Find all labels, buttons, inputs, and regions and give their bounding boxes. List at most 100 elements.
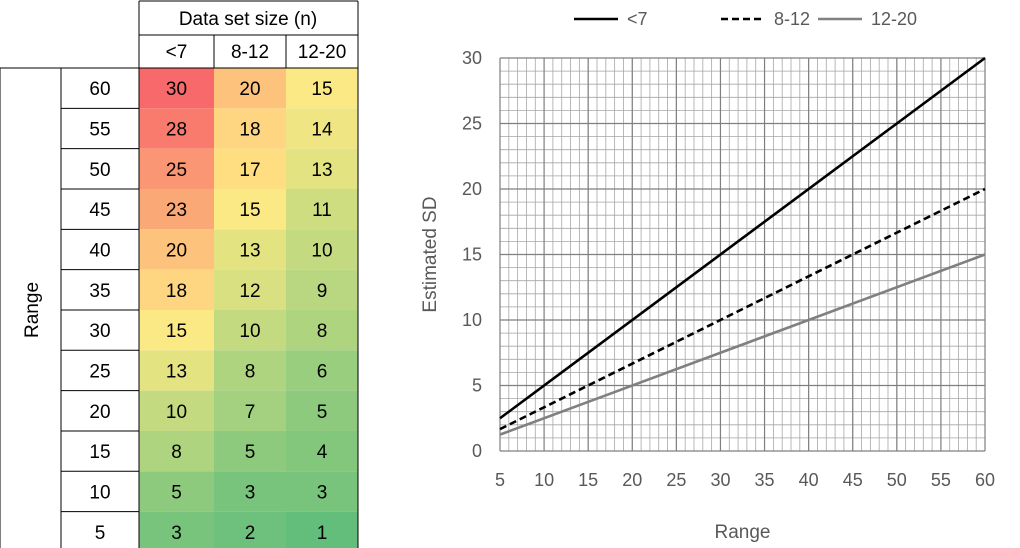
table-cell-value: 18 bbox=[166, 281, 187, 302]
table-cell-value: 11 bbox=[312, 200, 332, 221]
x-tick-label: 50 bbox=[887, 470, 907, 490]
table-row-header: Range bbox=[22, 282, 43, 338]
table-column-header: 8-12 bbox=[231, 42, 269, 63]
table-cell-value: 13 bbox=[311, 160, 332, 181]
table-cell-value: 7 bbox=[245, 402, 256, 423]
table-cell-value: 30 bbox=[166, 79, 187, 100]
table-cell-bg bbox=[286, 269, 358, 310]
table-cell-bg bbox=[139, 511, 214, 548]
table-cell-value: 1 bbox=[317, 523, 328, 544]
x-tick-label: 45 bbox=[843, 470, 863, 490]
table-cell-value: 15 bbox=[311, 79, 332, 100]
y-tick-label: 25 bbox=[462, 114, 482, 134]
sd-line-chart: 5 10 15 20 25 30 35 40 45 50 55 60051015202530Range… bbox=[420, 9, 995, 543]
table-cell-value: 6 bbox=[317, 361, 328, 382]
table-cell-value: 3 bbox=[245, 482, 256, 503]
y-axis-label: Estimated SD bbox=[420, 196, 441, 312]
series-line-0 bbox=[499, 56, 986, 420]
table-cell-bg bbox=[214, 229, 286, 270]
table-cell-value: 10 bbox=[166, 402, 187, 423]
table-range-label: 30 bbox=[89, 321, 110, 342]
table-range-label: 25 bbox=[89, 361, 110, 382]
table-cell-bg bbox=[286, 68, 358, 109]
table-cell-bg bbox=[214, 148, 286, 189]
x-tick-label: 60 bbox=[975, 470, 995, 490]
table-cell-bg bbox=[139, 309, 214, 351]
y-tick-label: 0 bbox=[472, 441, 482, 461]
table-cell-value: 23 bbox=[166, 200, 187, 221]
table-range-label: 40 bbox=[89, 240, 110, 261]
series-line-2 bbox=[499, 253, 986, 436]
table-cell-value: 3 bbox=[171, 523, 182, 544]
x-tick-label: 35 bbox=[755, 470, 775, 490]
table-cell-bg bbox=[286, 188, 358, 230]
table-cell-value: 2 bbox=[245, 523, 256, 544]
table-cell-bg bbox=[214, 511, 286, 548]
table-cell-bg bbox=[214, 471, 286, 512]
table-range-label: 55 bbox=[89, 119, 110, 140]
x-tick-label: 5 bbox=[495, 470, 505, 490]
table-cell-bg bbox=[139, 68, 214, 109]
table-range-label: 45 bbox=[89, 200, 110, 221]
table-header: Data set size (n) bbox=[179, 9, 317, 30]
x-axis-label: Range bbox=[715, 522, 771, 543]
x-tick-label: 20 bbox=[622, 470, 642, 490]
table-cell-bg bbox=[214, 390, 286, 431]
y-tick-label: 30 bbox=[462, 48, 482, 68]
x-tick-label: 25 bbox=[666, 470, 686, 490]
table-cell-value: 8 bbox=[171, 442, 182, 463]
y-tick-label: 10 bbox=[462, 310, 482, 330]
table-cell-bg bbox=[286, 511, 358, 548]
table-range-label: 10 bbox=[89, 482, 110, 503]
series-line-1 bbox=[499, 187, 986, 431]
table-range-label: 50 bbox=[89, 160, 110, 181]
table-cell-bg bbox=[214, 68, 286, 109]
y-tick-label: 20 bbox=[462, 179, 482, 199]
table-cell-value: 13 bbox=[166, 361, 187, 382]
table-cell-bg bbox=[139, 148, 214, 189]
table-cell-value: 3 bbox=[317, 482, 328, 503]
table-cell-value: 15 bbox=[166, 321, 187, 342]
y-tick-label: 5 bbox=[472, 376, 482, 396]
legend-label: <7 bbox=[627, 9, 648, 29]
x-tick-label: 30 bbox=[710, 470, 730, 490]
x-tick-label: 40 bbox=[799, 470, 819, 490]
table-cell-bg bbox=[286, 309, 358, 351]
table-cell-value: 25 bbox=[166, 160, 187, 181]
table-range-label: 60 bbox=[89, 79, 110, 100]
x-tick-label: 15 bbox=[578, 470, 598, 490]
table-cell-bg bbox=[139, 430, 214, 472]
range-sd-table: Data set size (n) <7 8-12 12-20 Range 60 30 20 1… bbox=[0, 0, 359, 548]
table-cell-bg bbox=[286, 108, 358, 149]
table-cell-bg bbox=[286, 229, 358, 270]
table-cell-value: 5 bbox=[317, 402, 328, 423]
table-cell-value: 12 bbox=[239, 281, 260, 302]
table-cell-bg bbox=[139, 269, 214, 310]
table-cell-bg bbox=[286, 148, 358, 189]
table-cell-value: 18 bbox=[239, 119, 260, 140]
legend-label: 8-12 bbox=[774, 9, 810, 29]
table-range-label: 20 bbox=[89, 402, 110, 423]
table-cell-bg bbox=[214, 108, 286, 149]
table-cell-bg bbox=[214, 309, 286, 351]
table-cell-bg bbox=[139, 188, 214, 230]
table-cell-bg bbox=[286, 350, 358, 391]
table-range-label: 35 bbox=[89, 281, 110, 302]
table-cell-value: 17 bbox=[239, 160, 260, 181]
table-column-header: <7 bbox=[166, 42, 188, 63]
table-cell-value: 10 bbox=[239, 321, 260, 342]
table-cell-value: 8 bbox=[317, 321, 328, 342]
table-cell-value: 28 bbox=[166, 119, 187, 140]
table-column-header: 12-20 bbox=[298, 42, 347, 63]
table-cell-value: 10 bbox=[311, 240, 332, 261]
y-tick-label: 15 bbox=[462, 245, 482, 265]
table-cell-value: 14 bbox=[311, 119, 333, 140]
table-cell-value: 9 bbox=[317, 281, 328, 302]
x-tick-label: 55 bbox=[931, 470, 951, 490]
table-cell-bg bbox=[286, 430, 358, 472]
table-cell-value: 20 bbox=[166, 240, 187, 261]
x-tick-label: 10 bbox=[534, 470, 554, 490]
table-cell-value: 15 bbox=[239, 200, 260, 221]
